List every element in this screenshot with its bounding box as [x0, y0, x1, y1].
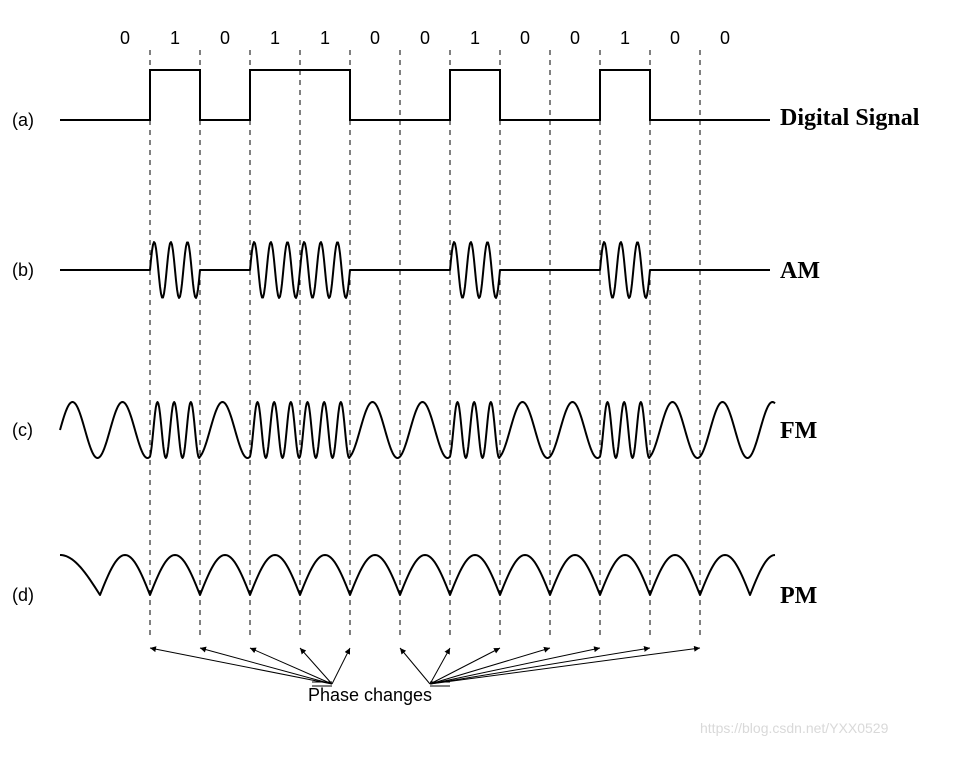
bit-label: 1 — [270, 28, 280, 49]
bit-label: 0 — [420, 28, 430, 49]
bit-label: 0 — [120, 28, 130, 49]
bit-label: 0 — [220, 28, 230, 49]
bit-label: 1 — [470, 28, 480, 49]
row-letter-d: (d) — [12, 585, 34, 606]
row-letter-b: (b) — [12, 260, 34, 281]
bit-label: 0 — [670, 28, 680, 49]
diagram-canvas: 0 1 0 1 1 0 0 1 0 0 1 0 0 (a) (b) (c) (d… — [0, 0, 963, 758]
row-title-pm: PM — [780, 583, 817, 610]
row-title-am: AM — [780, 258, 820, 285]
bit-label: 0 — [570, 28, 580, 49]
bit-label: 0 — [520, 28, 530, 49]
phase-changes-label: Phase changes — [308, 685, 432, 706]
row-letter-a: (a) — [12, 110, 34, 131]
watermark: https://blog.csdn.net/YXX0529 — [700, 720, 888, 736]
row-title-fm: FM — [780, 418, 817, 445]
row-title-digital: Digital Signal — [780, 105, 919, 132]
bit-label: 0 — [720, 28, 730, 49]
row-letter-c: (c) — [12, 420, 33, 441]
bit-label: 1 — [170, 28, 180, 49]
bit-label: 0 — [370, 28, 380, 49]
bit-label: 1 — [620, 28, 630, 49]
bit-label: 1 — [320, 28, 330, 49]
